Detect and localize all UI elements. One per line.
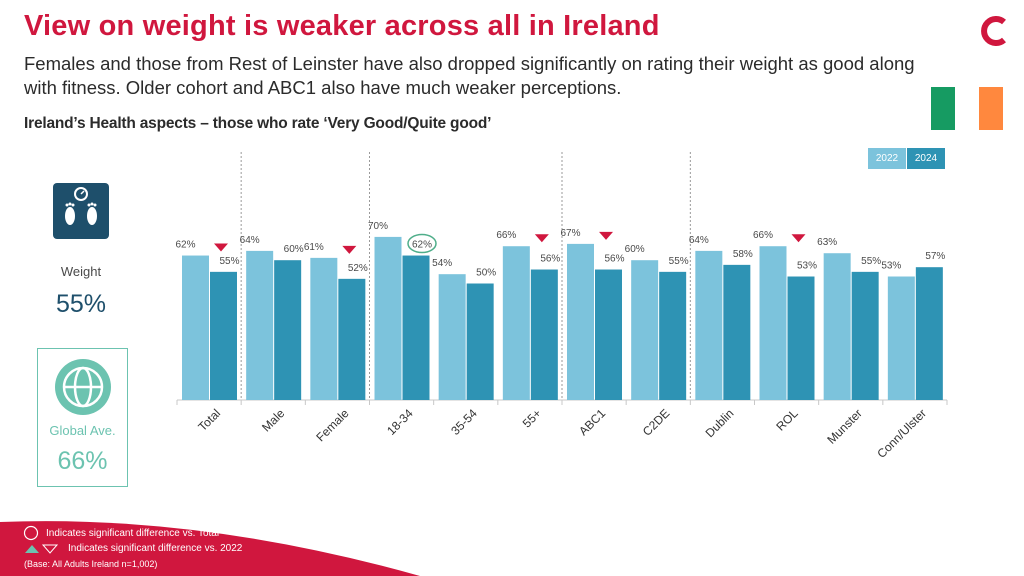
x-tick-label: ROL <box>773 406 801 434</box>
data-label-2022: 66% <box>753 230 773 241</box>
bar-2024-18-34 <box>402 255 430 400</box>
data-label-2022: 54% <box>432 258 452 269</box>
bar-2024-c2de <box>659 271 687 400</box>
x-tick-label: Total <box>195 406 223 434</box>
data-label-2024: 56% <box>604 254 624 265</box>
data-label-2022: 64% <box>240 235 260 246</box>
bar-2022-55- <box>502 246 530 400</box>
sig-down-triangle <box>534 234 549 243</box>
globe-icon <box>55 359 111 415</box>
data-label-2022: 67% <box>560 228 580 239</box>
circle-legend-icon <box>23 525 39 541</box>
global-label: Global Ave. <box>49 423 116 438</box>
bar-2024-total <box>210 271 237 400</box>
bar-2024-dublin <box>723 264 751 400</box>
x-tick-label: C2DE <box>640 406 673 439</box>
data-label-2022: 53% <box>881 261 901 272</box>
data-label-2024: 60% <box>284 244 304 255</box>
scale-icon <box>53 183 109 239</box>
x-tick-label: 18-34 <box>384 406 416 438</box>
sig-vs-total-circle <box>407 233 437 254</box>
data-label-2022: 63% <box>817 237 837 248</box>
data-label-2022: 70% <box>368 221 388 232</box>
x-tick-label: Munster <box>824 406 865 447</box>
flag-orange-stripe <box>979 87 1003 130</box>
data-label-2024: 58% <box>733 249 753 260</box>
x-tick-label: ABC1 <box>576 406 608 438</box>
section-title: Ireland’s Health aspects – those who rat… <box>24 115 492 132</box>
sig-down-triangle <box>342 245 357 254</box>
data-label-2022: 62% <box>175 240 195 251</box>
bar-2024-35-54 <box>466 283 494 400</box>
bar-2024-55- <box>530 269 558 400</box>
note-triangle: Indicates significant difference vs. 202… <box>68 543 243 554</box>
data-label-2022: 61% <box>304 242 324 253</box>
legend-2022: 2022 <box>868 148 906 169</box>
bar-2022-total <box>182 255 209 400</box>
footer-banner <box>0 521 420 576</box>
sig-down-triangle <box>599 231 613 240</box>
bar-2022-abc1 <box>567 243 594 400</box>
global-value: 66% <box>57 447 108 475</box>
data-label-2024: 50% <box>476 268 496 279</box>
x-tick-label: 55+ <box>520 406 544 430</box>
x-tick-label: Female <box>313 406 351 444</box>
bar-2024-male <box>274 260 302 400</box>
bar-2024-abc1 <box>595 269 622 400</box>
data-label-2024: 53% <box>797 261 817 272</box>
triangle-legend-icon <box>25 544 59 554</box>
bar-2022-male <box>246 250 274 400</box>
bar-2024-conn-ulster <box>915 267 943 400</box>
flag-green-stripe <box>931 87 955 130</box>
data-label-2024: 62% <box>412 240 432 251</box>
data-label-2024: 56% <box>540 254 560 265</box>
bar-2022-conn-ulster <box>887 276 915 400</box>
page-subtitle: Females and those from Rest of Leinster … <box>24 53 915 98</box>
sig-down-triangle <box>791 234 806 243</box>
base-note: (Base: All Adults Ireland n=1,002) <box>24 559 158 569</box>
sig-down-triangle <box>214 243 228 252</box>
data-label-2024: 52% <box>348 263 368 274</box>
metric-value: 55% <box>55 290 107 318</box>
x-tick-label: Conn/Ulster <box>874 406 929 461</box>
bar-2022-dublin <box>695 250 723 400</box>
data-label-2024: 55% <box>861 256 881 267</box>
data-label-2024: 57% <box>925 251 945 262</box>
bar-2022-18-34 <box>374 236 402 400</box>
brand-logo <box>981 16 1006 46</box>
x-tick-label: Dublin <box>703 406 737 440</box>
x-tick-label: Male <box>259 406 288 435</box>
data-label-2024: 55% <box>669 256 689 267</box>
bar-2022-rol <box>759 246 787 400</box>
note-circle: Indicates significant difference vs. Tot… <box>46 528 220 539</box>
bar-2022-35-54 <box>438 274 466 400</box>
bar-2024-rol <box>787 276 815 400</box>
data-label-2024: 55% <box>219 256 239 267</box>
data-label-2022: 66% <box>496 230 516 241</box>
bar-2022-munster <box>823 253 851 400</box>
page-title: View on weight is weaker across all in I… <box>24 10 660 42</box>
bar-2022-c2de <box>631 260 659 400</box>
legend-2024: 2024 <box>907 148 945 169</box>
x-tick-label: 35-54 <box>448 406 480 438</box>
bar-2024-munster <box>851 271 879 400</box>
bar-2022-female <box>310 257 338 400</box>
global-average-box: Global Ave. 66% <box>37 348 128 487</box>
data-label-2022: 60% <box>625 244 645 255</box>
metric-label: Weight <box>60 264 102 279</box>
data-label-2022: 64% <box>689 235 709 246</box>
bar-2024-female <box>338 278 366 400</box>
